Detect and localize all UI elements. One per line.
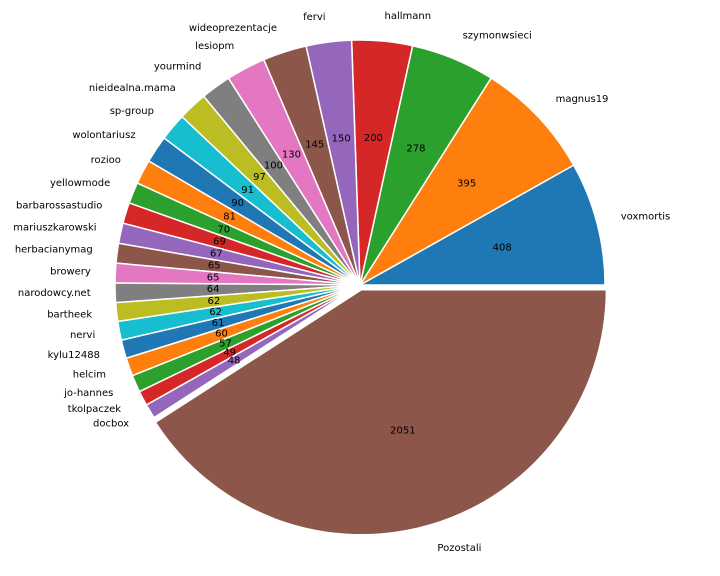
pie-slice-Pozostali — [154, 289, 608, 536]
slice-value-label: 70 — [217, 224, 230, 235]
slice-label: magnus19 — [556, 94, 609, 105]
slice-value-label: 145 — [305, 140, 324, 151]
slice-label: barbarossastudio — [16, 200, 102, 211]
pie-slice-voxmortis — [357, 164, 606, 286]
slice-label: nieidealna.mama — [89, 83, 176, 94]
slice-value-label: 62 — [209, 307, 222, 318]
slice-label: yellowmode — [50, 178, 110, 189]
slice-label: voxmortis — [621, 211, 671, 222]
slice-value-label: 130 — [282, 149, 301, 160]
slice-label: helcim — [73, 370, 106, 381]
slice-value-label: 81 — [223, 212, 236, 223]
slice-label: wideoprezentacje — [189, 23, 277, 34]
slice-label: jo-hannes — [63, 388, 113, 399]
slice-label: browery — [50, 266, 91, 277]
slice-value-label: 60 — [215, 329, 228, 340]
slice-value-label: 91 — [241, 185, 254, 196]
slice-label: wolontariusz — [72, 130, 135, 141]
slice-label: herbacianymag — [15, 244, 93, 255]
slice-value-label: 90 — [231, 198, 244, 209]
slice-value-label: 65 — [207, 272, 220, 283]
slice-label: yourmind — [154, 62, 202, 73]
slice-label: szymonwsieci — [463, 30, 532, 41]
slice-label: kylu12488 — [48, 350, 100, 361]
slice-value-label: 65 — [208, 260, 221, 271]
slice-label: tkolpaczek — [68, 404, 122, 415]
slice-value-label: 57 — [219, 339, 232, 350]
pie-slice-docbox — [145, 284, 361, 419]
slice-value-label: 395 — [457, 178, 476, 189]
slice-value-label: 49 — [223, 348, 236, 359]
slice-value-label: 408 — [493, 242, 512, 253]
slice-label: bartheek — [47, 309, 92, 320]
slice-value-label: 48 — [228, 355, 241, 366]
slice-value-label: 2051 — [390, 425, 415, 436]
slice-label: sp-group — [110, 106, 154, 117]
slice-label: Pozostali — [437, 543, 481, 554]
slice-label: hallmann — [385, 11, 432, 22]
slice-value-label: 100 — [264, 161, 283, 172]
slice-value-label: 67 — [210, 248, 223, 259]
pie-slice-magnus19 — [359, 77, 575, 286]
slice-value-label: 64 — [207, 284, 220, 295]
slice-label: fervi — [303, 12, 325, 23]
slice-value-label: 200 — [364, 133, 383, 144]
slice-value-label: 278 — [406, 144, 425, 155]
slice-value-label: 150 — [332, 134, 351, 145]
slice-label: lesiopm — [195, 41, 234, 52]
slice-value-label: 61 — [212, 318, 225, 329]
slice-value-label: 97 — [253, 172, 266, 183]
slice-label: narodowcy.net — [18, 288, 91, 299]
slice-value-label: 62 — [208, 296, 221, 307]
slice-label: rozioo — [91, 155, 121, 166]
slice-label: nervi — [70, 330, 95, 341]
slice-label: docbox — [93, 418, 129, 429]
slice-label: mariuszkarowski — [13, 223, 96, 234]
slice-value-label: 69 — [213, 236, 226, 247]
